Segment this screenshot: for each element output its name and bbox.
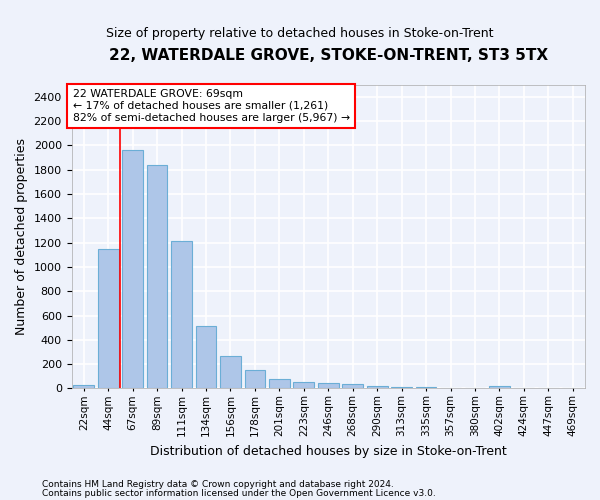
Bar	[318, 383, 338, 388]
Text: Contains HM Land Registry data © Crown copyright and database right 2024.: Contains HM Land Registry data © Crown c…	[42, 480, 394, 489]
X-axis label: Distribution of detached houses by size in Stoke-on-Trent: Distribution of detached houses by size …	[150, 444, 506, 458]
Bar	[73, 385, 94, 388]
Bar	[343, 384, 363, 388]
Bar	[489, 386, 510, 388]
Bar	[367, 386, 388, 388]
Text: Contains public sector information licensed under the Open Government Licence v3: Contains public sector information licen…	[42, 488, 436, 498]
Bar	[293, 382, 314, 388]
Bar	[220, 356, 241, 388]
Bar	[171, 240, 192, 388]
Bar	[391, 386, 412, 388]
Bar	[147, 165, 167, 388]
Title: 22, WATERDALE GROVE, STOKE-ON-TRENT, ST3 5TX: 22, WATERDALE GROVE, STOKE-ON-TRENT, ST3…	[109, 48, 548, 62]
Bar	[122, 150, 143, 388]
Bar	[98, 248, 119, 388]
Bar	[245, 370, 265, 388]
Bar	[269, 379, 290, 388]
Y-axis label: Number of detached properties: Number of detached properties	[15, 138, 28, 335]
Text: 22 WATERDALE GROVE: 69sqm
← 17% of detached houses are smaller (1,261)
82% of se: 22 WATERDALE GROVE: 69sqm ← 17% of detac…	[73, 90, 350, 122]
Text: Size of property relative to detached houses in Stoke-on-Trent: Size of property relative to detached ho…	[106, 28, 494, 40]
Bar	[196, 326, 217, 388]
